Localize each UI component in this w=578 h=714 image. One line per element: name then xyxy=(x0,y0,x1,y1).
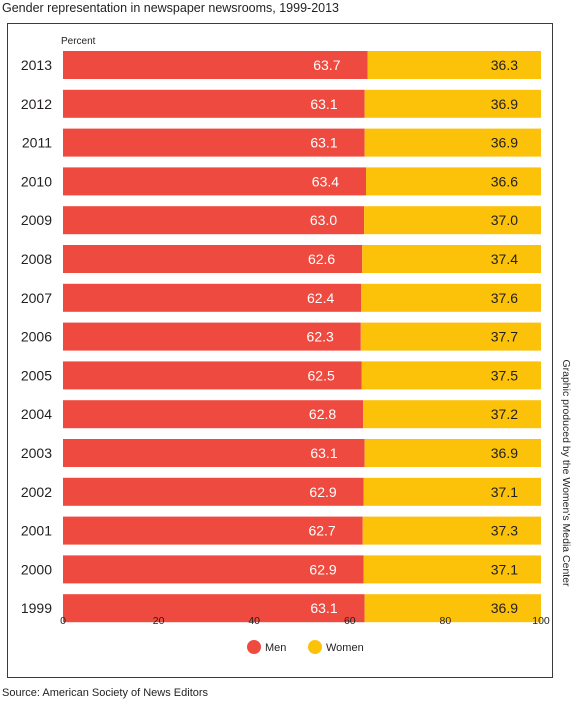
category-label: 2012 xyxy=(21,96,52,112)
bar-women xyxy=(362,245,541,273)
data-label-women: 37.5 xyxy=(491,367,518,383)
legend-swatch-women xyxy=(308,640,322,654)
bar-women xyxy=(361,283,541,312)
bar-women xyxy=(366,167,541,196)
category-label: 1999 xyxy=(21,600,52,616)
data-label-women: 37.2 xyxy=(491,406,518,422)
bar-men xyxy=(63,555,364,584)
data-label-men: 63.1 xyxy=(310,96,337,112)
data-label-women: 37.4 xyxy=(491,251,518,267)
data-label-men: 63.1 xyxy=(310,445,337,461)
category-label: 2002 xyxy=(21,484,52,500)
legend-label-men: Men xyxy=(265,642,286,654)
category-label: 2000 xyxy=(21,561,52,577)
category-label: 2007 xyxy=(21,290,52,306)
data-label-men: 62.4 xyxy=(307,290,334,306)
x-tick-label: 60 xyxy=(344,615,356,627)
legend-swatch-men xyxy=(247,640,261,654)
bar-men xyxy=(63,516,363,545)
source-note: Source: American Society of News Editors xyxy=(2,687,209,699)
x-tick-label: 0 xyxy=(60,615,66,627)
x-axis-unit-label: Percent xyxy=(61,36,96,47)
bar-women xyxy=(364,439,541,467)
category-label: 2009 xyxy=(21,212,52,228)
data-label-women: 36.9 xyxy=(491,445,518,461)
bar-women xyxy=(364,206,541,235)
data-label-women: 36.9 xyxy=(491,96,518,112)
bar-men xyxy=(63,245,363,273)
bar-men xyxy=(63,400,364,429)
x-tick-label: 20 xyxy=(153,615,165,627)
data-label-men: 63.4 xyxy=(312,173,339,189)
data-label-women: 37.1 xyxy=(491,561,518,577)
bar-women xyxy=(363,400,541,429)
bar-men xyxy=(63,89,365,118)
data-label-women: 37.6 xyxy=(491,290,518,306)
bar-women xyxy=(362,516,541,545)
bar-women xyxy=(364,89,541,118)
data-label-women: 36.9 xyxy=(491,600,518,616)
category-label: 2010 xyxy=(21,173,52,189)
bar-men xyxy=(63,477,364,506)
data-label-men: 63.0 xyxy=(310,212,337,228)
data-label-women: 37.3 xyxy=(491,523,518,539)
bar-women xyxy=(363,477,541,506)
bar-men xyxy=(63,322,361,351)
chart-title: Gender representation in newspaper newsr… xyxy=(2,1,340,15)
data-label-men: 62.6 xyxy=(308,251,335,267)
category-label: 2005 xyxy=(21,367,52,383)
bar-men xyxy=(63,439,365,467)
category-label: 2001 xyxy=(21,523,52,539)
bar-men xyxy=(63,283,362,312)
bar-women xyxy=(361,361,541,390)
data-label-women: 37.7 xyxy=(491,329,518,345)
category-label: 2008 xyxy=(21,251,52,267)
graphic-credit: Graphic produced by the Women's Media Ce… xyxy=(560,359,572,587)
category-label: 2004 xyxy=(21,406,52,422)
stacked-bar-chart: Percent 2013 63.7 36.3 2012 63.1 36.9 2011 63.1 3… xyxy=(21,36,550,654)
data-label-women: 36.9 xyxy=(491,135,518,151)
bar-men xyxy=(63,167,367,196)
data-label-men: 63.1 xyxy=(310,135,337,151)
category-label: 2013 xyxy=(21,57,52,73)
bar-men xyxy=(63,51,368,79)
bar-women xyxy=(364,594,541,623)
data-label-men: 63.1 xyxy=(310,600,337,616)
data-label-men: 63.7 xyxy=(313,57,340,73)
chart-frame: Percent 2013 63.7 36.3 2012 63.1 36.9 2011 63.1 3… xyxy=(7,23,553,678)
bar-women xyxy=(360,322,541,351)
data-label-women: 36.6 xyxy=(491,173,518,189)
bar-men xyxy=(63,594,365,623)
bar-men xyxy=(63,206,365,235)
x-tick-label: 80 xyxy=(440,615,452,627)
data-label-men: 62.9 xyxy=(309,561,336,577)
category-label: 2006 xyxy=(21,329,52,345)
bar-women xyxy=(363,555,541,584)
legend-label-women: Women xyxy=(326,642,364,654)
x-tick-label: 100 xyxy=(532,615,550,627)
data-label-men: 62.9 xyxy=(309,484,336,500)
data-label-men: 62.3 xyxy=(307,329,334,345)
data-label-men: 62.5 xyxy=(308,367,335,383)
data-label-women: 37.1 xyxy=(491,484,518,500)
data-label-men: 62.7 xyxy=(308,523,335,539)
x-tick-label: 40 xyxy=(248,615,260,627)
bar-women xyxy=(364,128,541,157)
data-label-men: 62.8 xyxy=(309,406,336,422)
data-label-women: 37.0 xyxy=(491,212,518,228)
bar-women xyxy=(367,51,541,79)
category-label: 2003 xyxy=(21,445,52,461)
category-label: 2011 xyxy=(22,135,52,151)
bar-men xyxy=(63,361,362,390)
data-label-women: 36.3 xyxy=(491,57,518,73)
bar-men xyxy=(63,128,365,157)
